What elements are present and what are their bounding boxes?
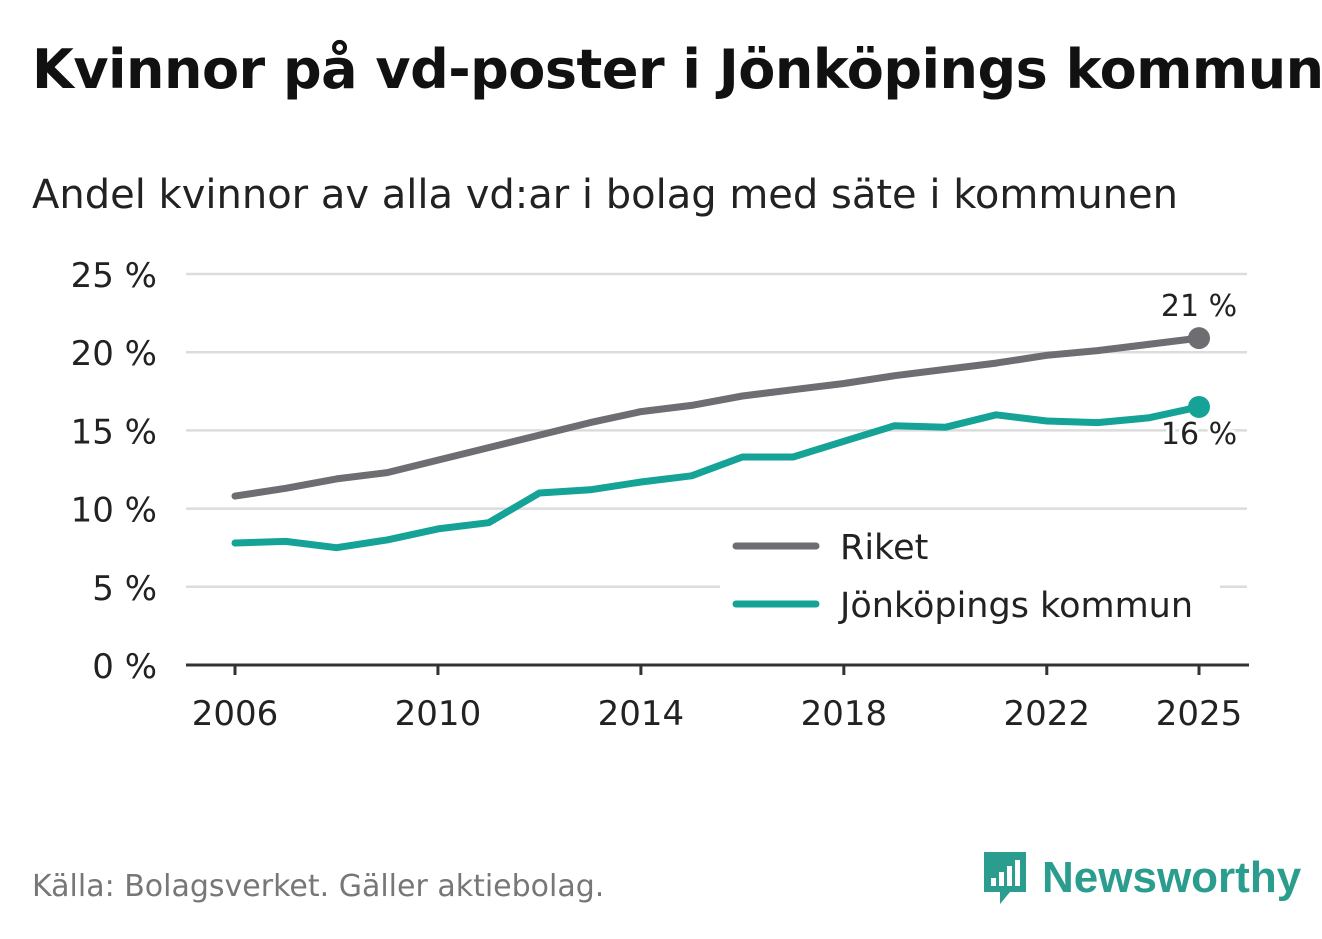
legend-label-kommun: Jönköpings kommun <box>838 586 1193 626</box>
chart-title: Kvinnor på vd-poster i Jönköpings kommun <box>32 38 1322 101</box>
x-tick-label: 2006 <box>192 694 279 734</box>
y-tick-label: 15 % <box>71 412 157 452</box>
x-tick-label: 2025 <box>1156 694 1243 734</box>
series-end-label-riket: 21 % <box>1161 289 1237 324</box>
series-end-label-kommun: 16 % <box>1161 417 1237 452</box>
y-axis-tick-labels: 0 % 5 % 10 % 15 % 20 % 25 % <box>71 256 157 687</box>
y-tick-label: 0 % <box>92 647 157 687</box>
x-tick-label: 2022 <box>1004 694 1091 734</box>
y-tick-label: 5 % <box>92 569 157 609</box>
legend-label-riket: Riket <box>840 528 928 568</box>
x-tick-label: 2010 <box>395 694 482 734</box>
x-axis: 2006 2010 2014 2018 2022 2025 <box>186 663 1249 734</box>
newsworthy-logo-icon <box>984 852 1026 904</box>
series-end-point-kommun <box>1188 395 1210 418</box>
y-tick-label: 25 % <box>71 256 157 296</box>
y-tick-label: 20 % <box>71 334 157 374</box>
series-line-riket <box>231 334 1203 500</box>
series-lines: 21 % 16 % <box>231 286 1240 552</box>
source-note: Källa: Bolagsverket. Gäller aktiebolag. <box>32 869 605 904</box>
series-end-point-riket <box>1188 327 1210 350</box>
chart-subtitle: Andel kvinnor av alla vd:ar i bolag med … <box>32 172 1178 218</box>
legend-background <box>720 522 1220 634</box>
y-tick-label: 10 % <box>71 491 157 531</box>
x-tick-label: 2014 <box>598 694 685 734</box>
legend: Riket Jönköpings kommun <box>720 522 1220 634</box>
series-line-kommun <box>231 403 1203 552</box>
brand-name: Newsworthy <box>1042 853 1302 902</box>
brand-logo: Newsworthy <box>980 848 1301 908</box>
x-tick-label: 2018 <box>801 694 888 734</box>
